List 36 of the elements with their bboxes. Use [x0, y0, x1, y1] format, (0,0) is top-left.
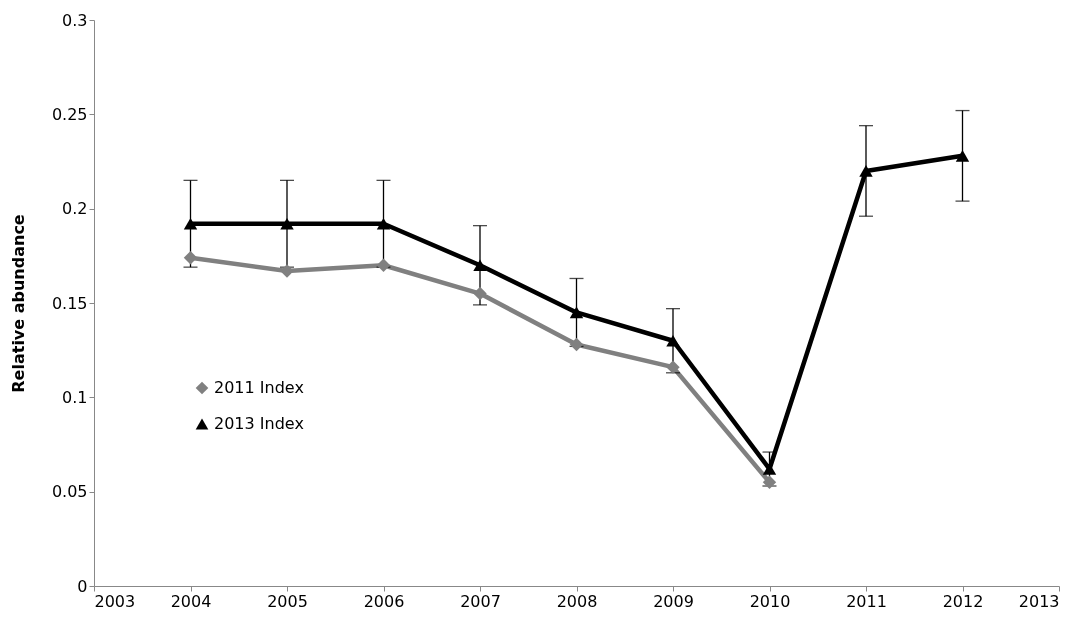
point — [280, 264, 294, 278]
x-tick-label: 2010 — [749, 591, 791, 611]
legend-label: 2013 Index — [214, 414, 304, 433]
x-tick-label: 2007 — [460, 591, 501, 611]
x-tick-label: 2011 — [846, 591, 887, 611]
legend-label: 2011 Index — [214, 378, 304, 397]
point — [183, 251, 198, 265]
y-tick-label: 0.1 — [62, 387, 88, 407]
y-tick-label: 0.05 — [51, 482, 88, 502]
point — [762, 475, 777, 489]
point — [955, 150, 970, 162]
y-tick-label: 0.25 — [51, 104, 88, 124]
x-tick-label: 2013 — [1018, 591, 1060, 611]
y-axis-title: Relative abundance — [8, 214, 28, 393]
x-tick-label: 2008 — [556, 591, 598, 611]
point — [666, 334, 680, 347]
x-tick-label: 2004 — [170, 591, 212, 611]
point — [183, 217, 198, 230]
point — [473, 259, 487, 272]
point — [376, 258, 391, 272]
point — [280, 217, 294, 230]
point — [666, 360, 680, 374]
x-tick-label: 2005 — [267, 591, 308, 611]
y-tick-label: 0.15 — [51, 293, 88, 313]
point — [569, 337, 584, 352]
x-tick-label: 2003 — [94, 591, 136, 611]
point — [859, 165, 873, 177]
y-tick-label: 0.2 — [62, 199, 88, 219]
point — [473, 286, 487, 301]
y-tick-label: 0.3 — [62, 10, 88, 30]
x-tick-label: 2012 — [942, 591, 984, 611]
point — [569, 306, 584, 319]
point — [376, 217, 391, 230]
x-tick-label: 2009 — [653, 591, 694, 611]
y-tick-label: 0 — [77, 576, 88, 596]
x-tick-label: 2006 — [363, 591, 405, 611]
